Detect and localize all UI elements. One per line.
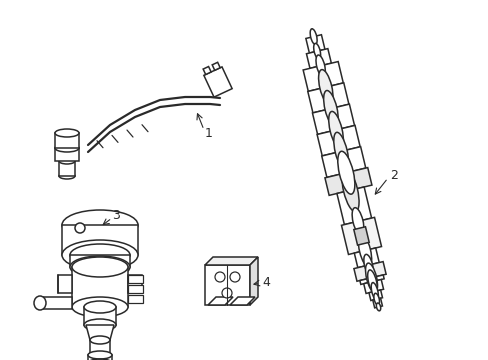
- Ellipse shape: [62, 210, 138, 240]
- Polygon shape: [207, 297, 232, 305]
- Bar: [84, 307, 116, 325]
- Ellipse shape: [90, 336, 110, 344]
- Ellipse shape: [328, 111, 343, 148]
- Polygon shape: [368, 290, 382, 301]
- Polygon shape: [307, 83, 348, 113]
- Ellipse shape: [70, 256, 130, 278]
- Ellipse shape: [59, 173, 75, 179]
- Ellipse shape: [34, 296, 46, 310]
- Ellipse shape: [351, 208, 363, 235]
- Bar: [62, 225, 138, 255]
- Polygon shape: [303, 62, 343, 91]
- Bar: [88, 355, 112, 360]
- Polygon shape: [229, 297, 254, 305]
- Polygon shape: [359, 275, 384, 284]
- Ellipse shape: [333, 132, 348, 170]
- Polygon shape: [203, 67, 232, 97]
- Text: 2: 2: [389, 168, 397, 181]
- Polygon shape: [312, 104, 354, 134]
- Ellipse shape: [365, 263, 377, 292]
- Polygon shape: [55, 148, 79, 161]
- Ellipse shape: [318, 69, 332, 105]
- Ellipse shape: [88, 351, 112, 359]
- Polygon shape: [86, 325, 114, 340]
- Text: 1: 1: [204, 126, 212, 140]
- Ellipse shape: [367, 270, 377, 293]
- Ellipse shape: [315, 55, 325, 76]
- Bar: [55, 133, 79, 148]
- Bar: [40, 297, 72, 309]
- Ellipse shape: [88, 359, 112, 360]
- Ellipse shape: [70, 244, 130, 266]
- Ellipse shape: [222, 288, 231, 298]
- Polygon shape: [325, 168, 371, 195]
- Ellipse shape: [72, 297, 128, 317]
- Polygon shape: [354, 248, 378, 268]
- Polygon shape: [58, 275, 72, 293]
- Ellipse shape: [337, 151, 354, 194]
- Ellipse shape: [215, 272, 224, 282]
- Polygon shape: [203, 67, 211, 75]
- Bar: [204, 265, 249, 305]
- Ellipse shape: [55, 129, 79, 137]
- Polygon shape: [336, 187, 371, 225]
- Polygon shape: [128, 275, 142, 293]
- Ellipse shape: [62, 240, 138, 270]
- Polygon shape: [372, 298, 382, 308]
- Polygon shape: [249, 257, 258, 305]
- Bar: [128, 285, 142, 293]
- Bar: [70, 255, 130, 267]
- Ellipse shape: [84, 319, 116, 331]
- Ellipse shape: [363, 255, 372, 276]
- Polygon shape: [204, 257, 258, 265]
- Ellipse shape: [55, 144, 79, 152]
- Ellipse shape: [59, 158, 75, 164]
- Polygon shape: [305, 35, 324, 53]
- Ellipse shape: [309, 29, 316, 44]
- Polygon shape: [353, 262, 386, 281]
- Polygon shape: [341, 217, 381, 255]
- Ellipse shape: [358, 234, 371, 267]
- Ellipse shape: [323, 90, 338, 127]
- Bar: [90, 340, 110, 360]
- Ellipse shape: [341, 169, 358, 212]
- Text: 3: 3: [112, 208, 120, 221]
- Ellipse shape: [72, 257, 128, 277]
- Ellipse shape: [84, 301, 116, 313]
- Polygon shape: [316, 125, 360, 156]
- Ellipse shape: [229, 272, 240, 282]
- Polygon shape: [212, 62, 220, 70]
- Polygon shape: [363, 279, 383, 293]
- Polygon shape: [321, 147, 365, 177]
- Ellipse shape: [370, 283, 378, 300]
- Ellipse shape: [75, 223, 85, 233]
- Bar: [59, 161, 75, 176]
- Text: 4: 4: [262, 276, 269, 289]
- Polygon shape: [353, 227, 368, 245]
- Bar: [128, 275, 142, 283]
- Bar: [72, 267, 128, 307]
- Ellipse shape: [376, 303, 380, 311]
- Ellipse shape: [313, 43, 320, 59]
- Bar: [128, 295, 142, 303]
- Ellipse shape: [373, 293, 379, 305]
- Polygon shape: [306, 49, 331, 68]
- Ellipse shape: [338, 153, 353, 192]
